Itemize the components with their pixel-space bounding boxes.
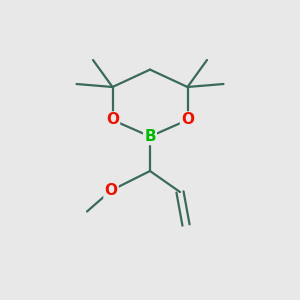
Text: O: O xyxy=(106,112,119,128)
Text: B: B xyxy=(144,129,156,144)
Text: O: O xyxy=(104,183,118,198)
Text: O: O xyxy=(181,112,194,128)
